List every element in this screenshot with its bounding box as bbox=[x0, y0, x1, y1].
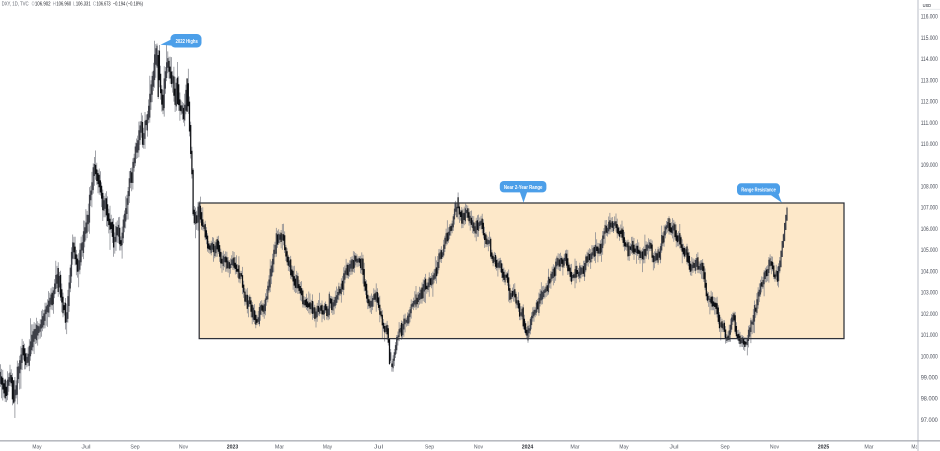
svg-text:Nov: Nov bbox=[770, 444, 779, 450]
svg-text:115.000: 115.000 bbox=[921, 36, 939, 42]
svg-text:2022 Highs: 2022 Highs bbox=[176, 39, 198, 45]
svg-text:May: May bbox=[32, 444, 41, 450]
svg-text:101.000: 101.000 bbox=[921, 333, 939, 339]
svg-text:104.000: 104.000 bbox=[921, 269, 939, 275]
svg-text:116.000: 116.000 bbox=[921, 15, 939, 21]
svg-text:USD: USD bbox=[923, 3, 932, 9]
svg-text:113.000: 113.000 bbox=[921, 78, 939, 84]
svg-text:110.000: 110.000 bbox=[921, 142, 939, 148]
svg-text:2025: 2025 bbox=[818, 444, 830, 450]
svg-text:Mar: Mar bbox=[864, 444, 873, 450]
svg-text:107.000: 107.000 bbox=[921, 206, 939, 212]
svg-text:Jul: Jul bbox=[81, 444, 90, 450]
svg-text:106.673: 106.673 bbox=[97, 2, 111, 8]
svg-text:DXY, 1D, TVC: DXY, 1D, TVC bbox=[2, 2, 29, 8]
svg-text:108.000: 108.000 bbox=[921, 184, 939, 190]
svg-text:106.331: 106.331 bbox=[76, 2, 91, 8]
svg-text:111.000: 111.000 bbox=[921, 121, 939, 127]
svg-text:97.000: 97.000 bbox=[921, 418, 939, 424]
svg-text:−0.194 (−0.18%): −0.194 (−0.18%) bbox=[113, 2, 143, 8]
svg-text:Sep: Sep bbox=[425, 444, 434, 450]
svg-text:C: C bbox=[93, 2, 96, 8]
svg-text:L: L bbox=[73, 2, 76, 8]
svg-text:Sep: Sep bbox=[130, 444, 139, 450]
svg-text:99.000: 99.000 bbox=[921, 376, 939, 382]
svg-text:Sep: Sep bbox=[720, 444, 729, 450]
svg-text:May: May bbox=[323, 444, 332, 450]
svg-text:102.000: 102.000 bbox=[921, 312, 939, 318]
svg-text:Jul: Jul bbox=[669, 444, 678, 450]
svg-text:106.960: 106.960 bbox=[56, 2, 71, 8]
svg-text:Mar: Mar bbox=[275, 444, 284, 450]
svg-text:103.000: 103.000 bbox=[921, 291, 939, 297]
svg-text:106.902: 106.902 bbox=[35, 2, 51, 8]
svg-text:98.000: 98.000 bbox=[921, 397, 939, 403]
svg-text:May: May bbox=[911, 444, 920, 450]
svg-text:109.000: 109.000 bbox=[921, 163, 939, 169]
svg-text:Range Resistance: Range Resistance bbox=[741, 188, 776, 194]
svg-text:Nov: Nov bbox=[179, 444, 188, 450]
svg-text:2024: 2024 bbox=[522, 444, 534, 450]
svg-text:2023: 2023 bbox=[227, 444, 239, 450]
svg-text:Jul: Jul bbox=[374, 444, 383, 450]
svg-text:Nov: Nov bbox=[474, 444, 483, 450]
svg-text:112.000: 112.000 bbox=[921, 100, 939, 106]
svg-text:105.000: 105.000 bbox=[921, 248, 939, 254]
svg-text:114.000: 114.000 bbox=[921, 57, 939, 63]
svg-text:100.000: 100.000 bbox=[921, 354, 939, 360]
svg-text:May: May bbox=[619, 444, 628, 450]
svg-text:Mar: Mar bbox=[570, 444, 579, 450]
svg-text:O: O bbox=[32, 2, 35, 8]
svg-text:Near 2-Year Range: Near 2-Year Range bbox=[504, 185, 543, 191]
svg-text:H: H bbox=[53, 2, 56, 8]
svg-text:106.000: 106.000 bbox=[921, 227, 939, 233]
